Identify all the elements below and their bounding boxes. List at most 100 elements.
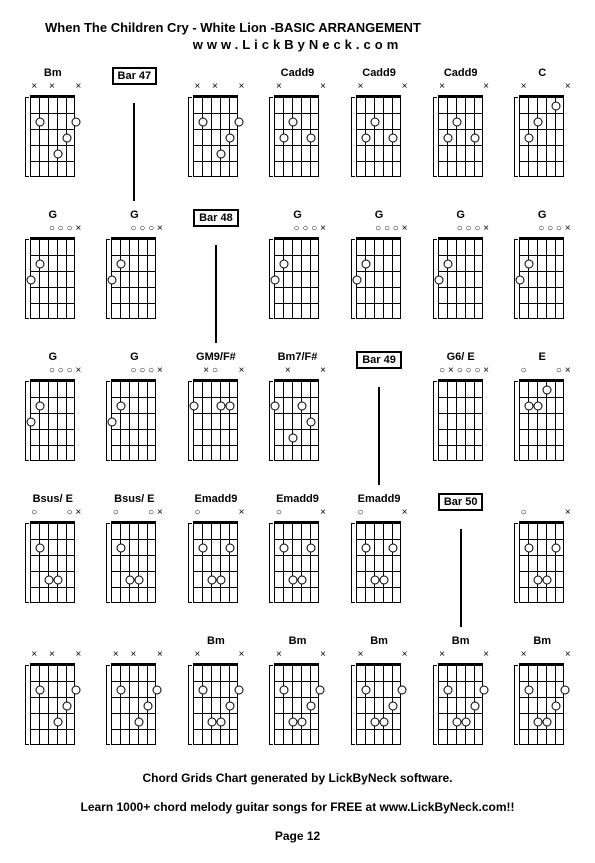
finger-dot [525, 260, 534, 269]
mute-marker: × [319, 83, 328, 97]
finger-dot [362, 260, 371, 269]
chord-diagram: ××× [15, 635, 91, 751]
chord-diagram: ○× [504, 493, 580, 627]
chord-name-label: Bm [452, 635, 470, 649]
finger-dot [307, 418, 316, 427]
bar-marker: Bar 50 [423, 493, 499, 627]
fret-diagram: ×○× [186, 367, 246, 467]
finger-dot [289, 718, 298, 727]
fret-position-bracket [433, 381, 437, 461]
fretboard [438, 97, 483, 177]
finger-dot [207, 576, 216, 585]
chord-name-label: Cadd9 [444, 67, 478, 81]
fret-diagram: ××× [23, 651, 83, 751]
finger-dot [225, 702, 234, 711]
fretboard [111, 381, 156, 461]
fretboard [30, 97, 75, 177]
finger-dot [561, 686, 570, 695]
bar-divider-line [215, 245, 217, 343]
finger-dot [289, 118, 298, 127]
chord-diagram: Bm×× [341, 635, 417, 751]
mute-marker: × [155, 509, 164, 523]
finger-dot [525, 402, 534, 411]
fret-position-bracket [269, 97, 273, 177]
fret-position-bracket [514, 97, 518, 177]
finger-dot [135, 576, 144, 585]
finger-dot [543, 718, 552, 727]
chord-diagram: ××× [178, 67, 254, 201]
fret-diagram: ○○× [23, 509, 83, 609]
footer-line-1: Chord Grids Chart generated by LickByNec… [15, 771, 580, 785]
fret-position-bracket [25, 523, 29, 603]
finger-dot [307, 544, 316, 553]
fret-diagram: ×× [267, 83, 327, 183]
fretboard [438, 239, 483, 319]
fret-position-bracket [25, 381, 29, 461]
finger-dot [461, 718, 470, 727]
chord-name-label: Emadd9 [195, 493, 238, 507]
website-url: www.LickByNeck.com [15, 37, 580, 52]
fret-position-bracket [433, 239, 437, 319]
fretboard [519, 665, 564, 745]
finger-dot [289, 434, 298, 443]
fret-diagram: ○× [512, 509, 572, 609]
chord-name-label: Bsus/ E [33, 493, 73, 507]
fretboard [30, 665, 75, 745]
fretboard [274, 523, 319, 603]
mute-marker: × [319, 225, 328, 239]
fretboard [274, 381, 319, 461]
fretboard [356, 523, 401, 603]
mute-marker: × [319, 367, 328, 381]
finger-dot [53, 718, 62, 727]
chord-diagram: Bm××× [15, 67, 91, 201]
fret-diagram: ○○○× [512, 225, 572, 325]
chord-name-label: Emadd9 [358, 493, 401, 507]
chord-diagram: Cadd9×× [423, 67, 499, 201]
finger-dot [389, 702, 398, 711]
chord-name-label: Bm [289, 635, 307, 649]
bar-divider-line [133, 103, 135, 201]
mute-marker: × [482, 651, 491, 665]
chord-name-label: G [130, 209, 139, 223]
chord-name-label: Bm [370, 635, 388, 649]
finger-dot [117, 544, 126, 553]
fretboard [274, 97, 319, 177]
finger-dot [552, 102, 561, 111]
finger-dot [525, 544, 534, 553]
fret-diagram: ×× [267, 651, 327, 751]
fret-position-bracket [351, 665, 355, 745]
chord-diagram: Cadd9×× [260, 67, 336, 201]
fretboard [438, 381, 483, 461]
chord-diagram: Bm ×× [423, 635, 499, 751]
finger-dot [62, 134, 71, 143]
finger-dot [307, 702, 316, 711]
fretboard [111, 665, 156, 745]
finger-dot [216, 402, 225, 411]
chord-name-label: GM9/F# [196, 351, 236, 365]
finger-dot [225, 134, 234, 143]
finger-dot [289, 576, 298, 585]
mute-marker: × [400, 83, 409, 97]
fret-diagram: ××× [23, 83, 83, 183]
finger-dot [198, 118, 207, 127]
finger-dot [234, 686, 243, 695]
fret-position-bracket [188, 665, 192, 745]
fret-position-bracket [106, 381, 110, 461]
mute-marker: × [155, 651, 164, 665]
fretboard [111, 523, 156, 603]
fretboard [519, 97, 564, 177]
finger-dot [126, 576, 135, 585]
fret-diagram: ○× [267, 509, 327, 609]
finger-dot [307, 134, 316, 143]
fretboard [193, 381, 238, 461]
fret-diagram: ×× [431, 651, 491, 751]
fret-position-bracket [514, 239, 518, 319]
bar-divider-line [460, 529, 462, 627]
fret-position-bracket [25, 665, 29, 745]
chord-diagram: Cadd9×× [341, 67, 417, 201]
finger-dot [534, 118, 543, 127]
bar-marker: Bar 49 [341, 351, 417, 485]
fret-diagram: ○○○× [431, 225, 491, 325]
fretboard [193, 97, 238, 177]
finger-dot [117, 402, 126, 411]
